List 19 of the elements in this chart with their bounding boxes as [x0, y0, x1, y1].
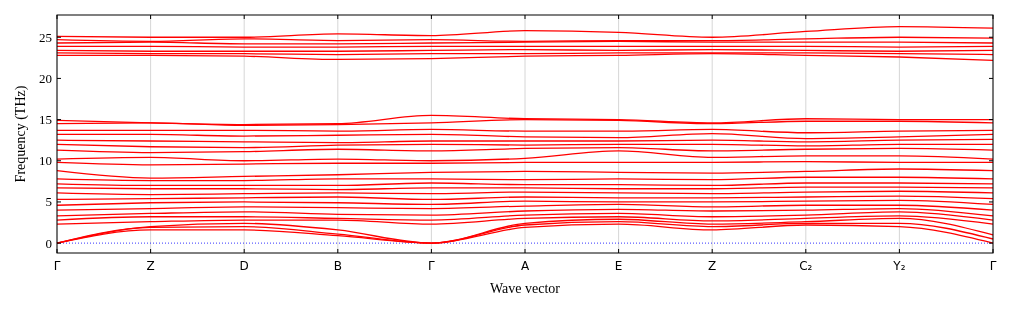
y-tick-label: 0 [45, 235, 52, 251]
y-tick-label: 25 [39, 29, 52, 45]
x-tick-label: C₂ [799, 259, 813, 273]
y-tick-label: 20 [39, 70, 52, 86]
y-tick-label: 10 [39, 153, 52, 169]
x-tick-label: B [333, 259, 342, 273]
x-tick-label: E [614, 259, 623, 273]
x-tick-label: Z [708, 259, 717, 273]
x-axis-title: Wave vector [490, 281, 561, 296]
x-tick-label: Γ [53, 259, 61, 273]
y-axis-title: Frequency (THz) [13, 85, 29, 183]
y-tick-label: 15 [39, 112, 52, 128]
x-tick-label: Y₂ [892, 259, 906, 273]
x-tick-label: Γ [989, 259, 997, 273]
x-tick-label: D [239, 259, 249, 273]
y-tick-label: 5 [45, 194, 52, 210]
x-tick-label: Z [146, 259, 155, 273]
x-tick-label: A [520, 259, 530, 273]
x-tick-label: Γ [428, 259, 436, 273]
